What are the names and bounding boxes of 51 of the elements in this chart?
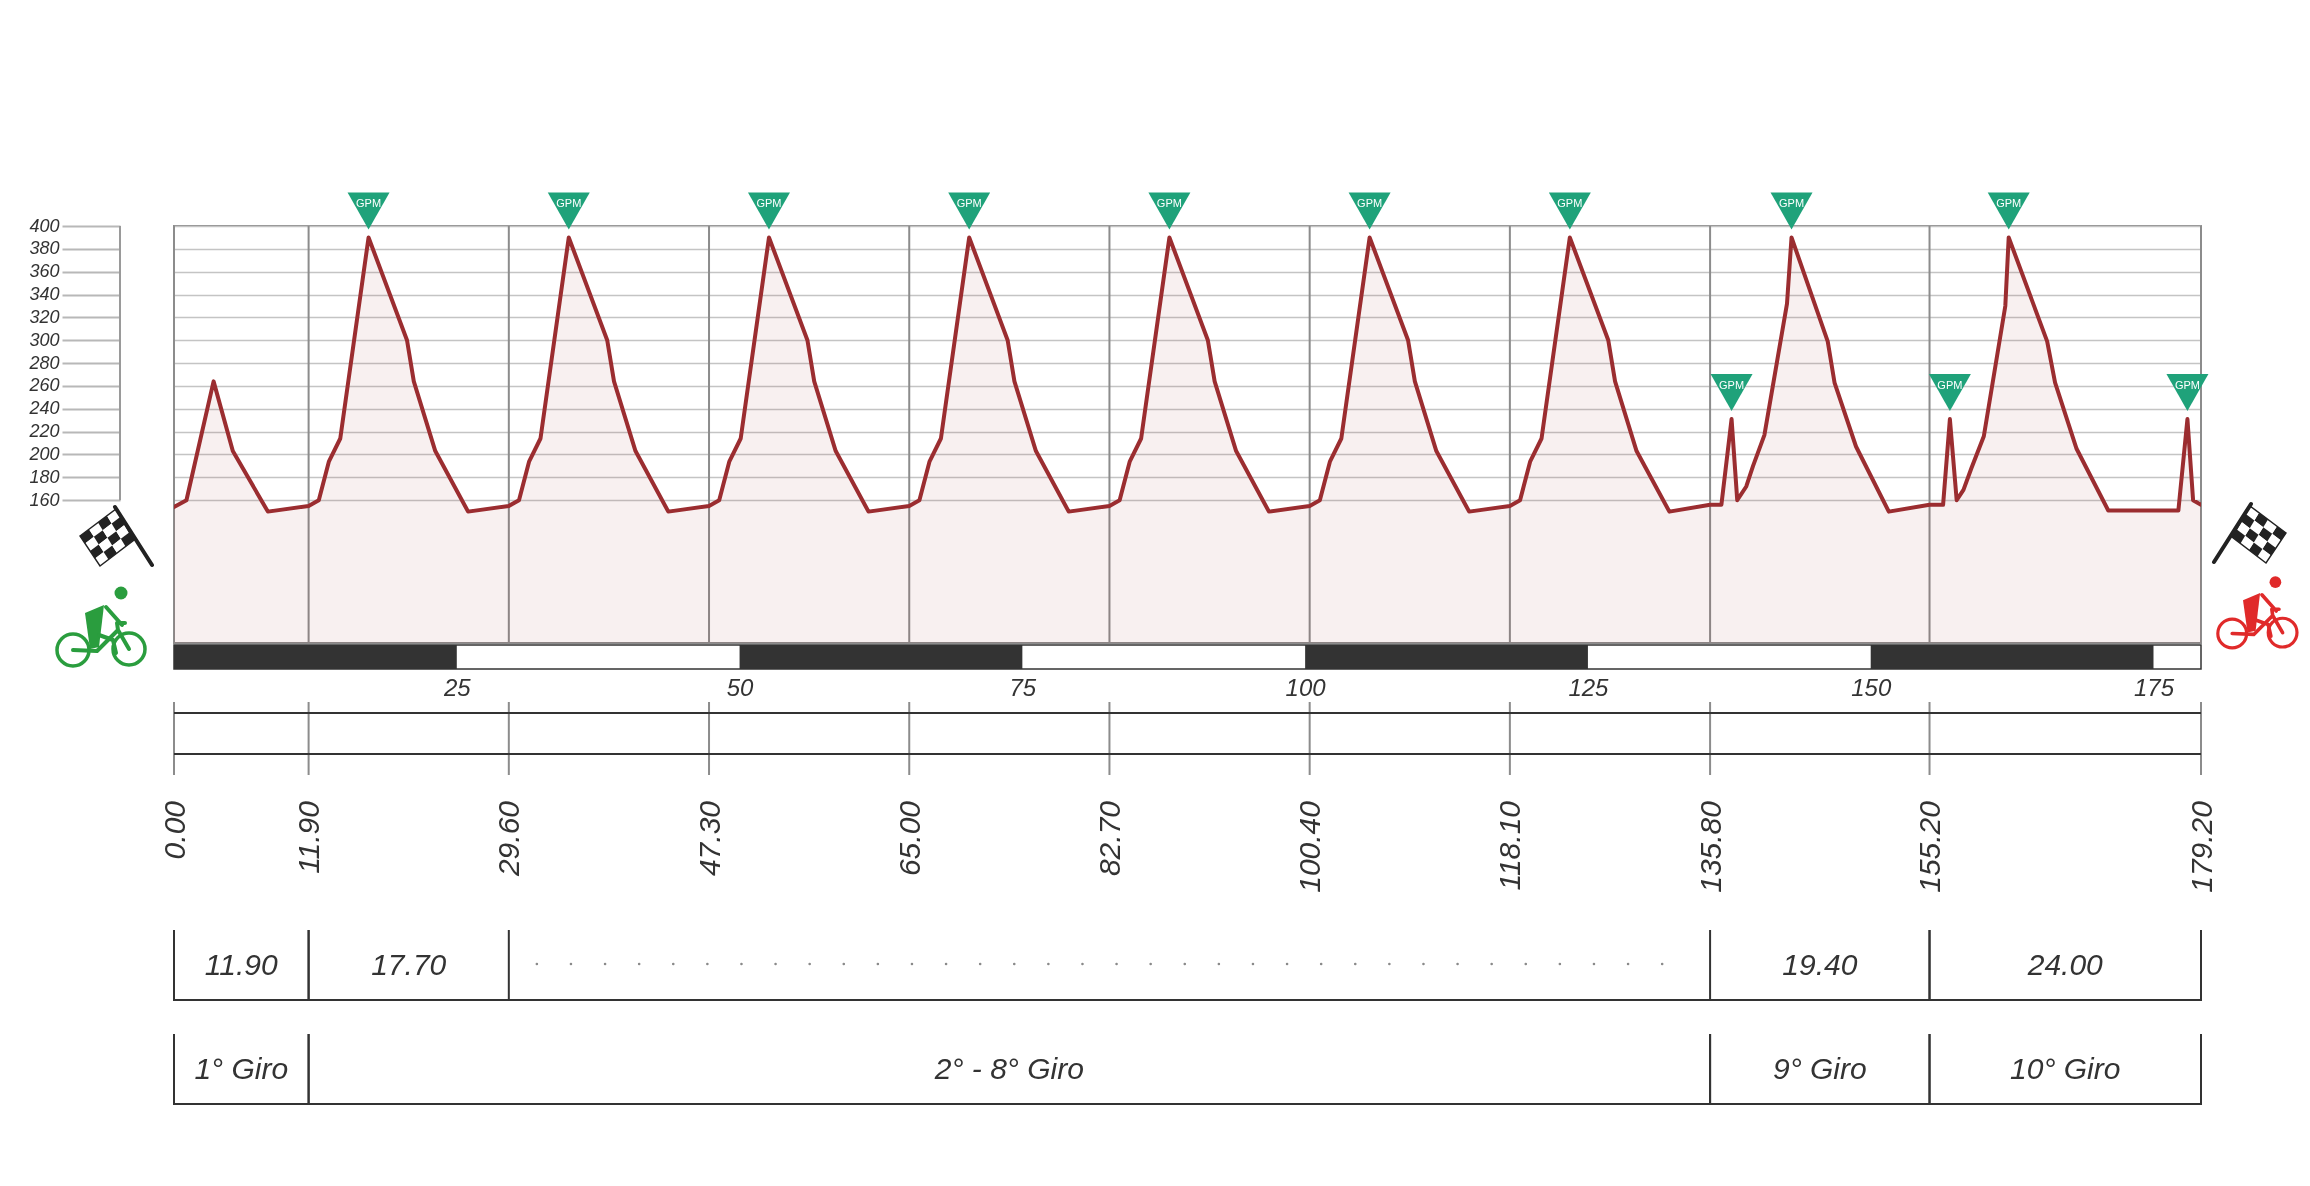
ref-line-label: 135.80: [1693, 800, 1727, 893]
ref-line-label: 179.20: [2184, 800, 2218, 893]
y-tick-label: 380: [29, 238, 60, 259]
annotation: GPM: [1996, 197, 2022, 210]
annotation: GPM: [356, 197, 382, 210]
text: 10° Giro: [2010, 1051, 2121, 1085]
text: 2° - 8° Giro: [933, 1051, 1084, 1085]
annotation: GPM: [1357, 197, 1383, 210]
annotation: GPM: [956, 197, 982, 210]
text: 24.00: [2026, 947, 2104, 981]
text: 11.90: [204, 947, 279, 981]
ref-line-label: 65.00: [892, 800, 926, 877]
y-tick-label: 180: [29, 466, 60, 487]
x-tick-label: 25: [442, 673, 472, 701]
text: 17.70: [371, 947, 447, 981]
x-tick-label: 175: [2133, 673, 2175, 701]
y-tick-label: 220: [28, 421, 60, 442]
y-tick-label: 260: [28, 375, 60, 396]
x-tick-label: 100: [1285, 673, 1327, 701]
text: 19.40: [1782, 947, 1858, 981]
y-tick-label: 400: [29, 215, 60, 236]
annotation: GPM: [756, 197, 782, 210]
ref-line-label: 0.00: [157, 800, 191, 860]
y-tick-label: 200: [28, 443, 60, 464]
text: 9° Giro: [1772, 1051, 1867, 1085]
annotation: GPM: [556, 197, 582, 210]
annotation: GPM: [1937, 379, 1963, 392]
annotation: GPM: [1156, 197, 1182, 210]
annotation: GPM: [1779, 197, 1805, 210]
ref-line-label: 11.90: [292, 800, 326, 874]
annotation: GPM: [1557, 197, 1583, 210]
ref-line-label: 29.60: [492, 800, 526, 878]
annotation: GPM: [2174, 379, 2200, 392]
y-tick-label: 360: [29, 261, 60, 282]
y-tick-label: 300: [29, 329, 60, 350]
y-tick-label: 240: [28, 398, 60, 419]
ref-line-label: 100.40: [1293, 800, 1327, 893]
ref-line-label: 118.10: [1493, 800, 1527, 891]
text: 1° Giro: [194, 1051, 289, 1085]
ref-line-label: 47.30: [692, 800, 726, 877]
y-tick-label: 280: [28, 352, 60, 373]
x-tick-label: 150: [1851, 673, 1892, 701]
ref-line-label: 155.20: [1913, 800, 1947, 893]
x-tick-label: 125: [1568, 673, 1610, 701]
y-tick-label: 320: [29, 306, 60, 327]
y-tick-label: 340: [29, 284, 60, 305]
ref-line-label: 82.70: [1092, 800, 1126, 877]
y-tick-label: 160: [29, 489, 60, 510]
x-tick-label: 50: [726, 673, 755, 701]
annotation: GPM: [1719, 379, 1745, 392]
x-tick-label: 75: [1009, 673, 1037, 701]
